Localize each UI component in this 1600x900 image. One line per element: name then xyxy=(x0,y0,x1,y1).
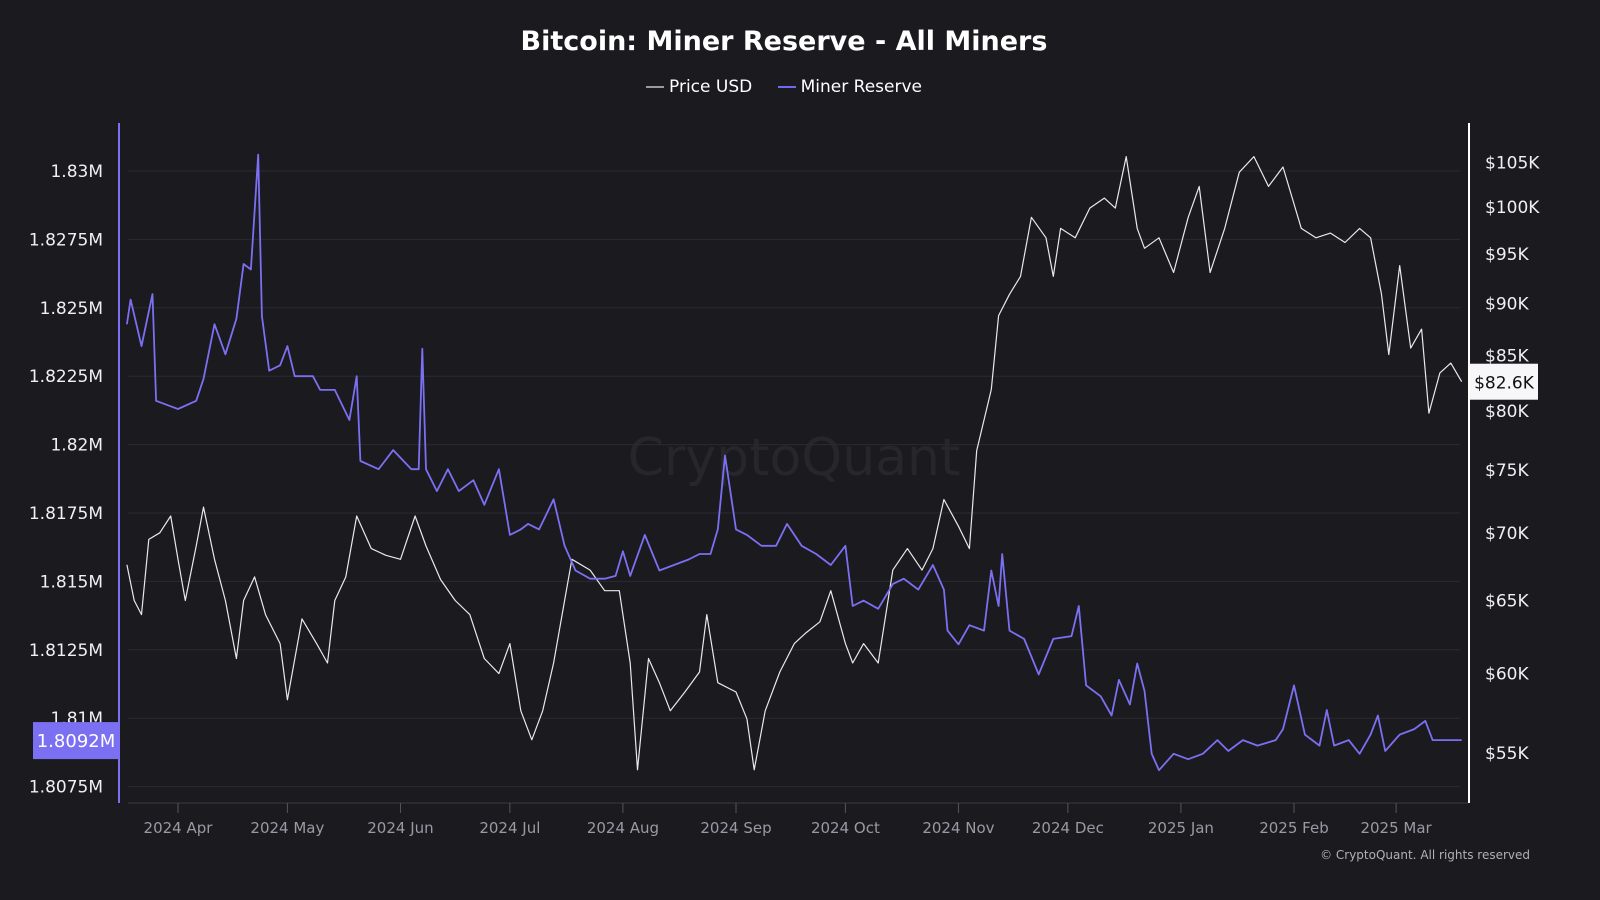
y-left-tick-label: 1.8125M xyxy=(29,641,103,661)
y-left-tick-label: 1.82M xyxy=(50,436,103,456)
x-tick-label: 2024 Nov xyxy=(922,819,994,837)
y-right-tick-label: $75K xyxy=(1485,461,1529,481)
current-price-label: $82.6K xyxy=(1474,374,1535,394)
y-right-tick-label: $90K xyxy=(1485,294,1529,314)
y-right-tick-label: $100K xyxy=(1485,198,1540,218)
legend-swatch-reserve xyxy=(777,86,796,88)
x-tick-label: 2024 Aug xyxy=(587,819,659,837)
y-right-tick-label: $95K xyxy=(1485,245,1529,265)
y-right-tick-label: $55K xyxy=(1485,744,1529,764)
x-tick-label: 2025 Mar xyxy=(1360,819,1432,837)
y-left-tick-label: 1.825M xyxy=(40,299,103,319)
current-price-badge xyxy=(1470,363,1538,400)
x-tick-label: 2024 May xyxy=(250,819,324,837)
grid xyxy=(128,170,1460,788)
legend-label-reserve: Miner Reserve xyxy=(800,77,922,97)
legend-swatch-price xyxy=(646,86,665,88)
miner-reserve-line xyxy=(126,153,1462,772)
y-right-tick-label: $65K xyxy=(1485,591,1529,611)
y-left-tick-label: 1.8275M xyxy=(29,230,103,250)
y-left-tick-label: 1.83M xyxy=(50,162,103,182)
y-right-tick-label: $105K xyxy=(1485,154,1540,174)
y-right-tick-label: $70K xyxy=(1485,524,1529,544)
y-right-tick-label: $60K xyxy=(1485,665,1529,685)
legend: Price USD Miner Reserve xyxy=(0,77,1568,97)
legend-item-price[interactable]: Price USD xyxy=(646,77,752,97)
y-left-tick-label: 1.8225M xyxy=(29,367,103,387)
watermark: CryptoQuant xyxy=(628,428,961,488)
current-reserve-label: 1.8092M xyxy=(37,731,116,752)
legend-label-price: Price USD xyxy=(669,77,753,97)
x-tick-label: 2024 Jul xyxy=(479,819,540,837)
copyright: © CryptoQuant. All rights reserved xyxy=(1320,848,1530,862)
x-tick-label: 2025 Jan xyxy=(1148,819,1214,837)
x-tick-label: 2024 Sep xyxy=(700,819,771,837)
series-lines xyxy=(126,153,1463,772)
price-usd-line xyxy=(126,156,1463,771)
x-tick-label: 2024 Jun xyxy=(367,819,433,837)
x-tick-label: 2024 Oct xyxy=(811,819,880,837)
y-right-tick-label: $85K xyxy=(1485,347,1529,367)
legend-item-reserve[interactable]: Miner Reserve xyxy=(777,77,922,97)
y-left-tick-label: 1.8075M xyxy=(29,778,103,798)
x-tick-label: 2025 Feb xyxy=(1259,819,1329,837)
y-right-tick-label: $80K xyxy=(1485,402,1529,422)
x-tick-label: 2024 Apr xyxy=(144,819,214,837)
axes: 1.83M 1.8275M 1.825M 1.8225M 1.82M 1.8175M 1.8… xyxy=(29,123,1540,837)
chart-title: Bitcoin: Miner Reserve - All Miners xyxy=(520,26,1048,57)
y-left-tick-label: 1.8175M xyxy=(29,504,103,524)
x-tick-label: 2024 Dec xyxy=(1032,819,1104,837)
y-left-tick-label: 1.815M xyxy=(40,572,103,592)
current-reserve-badge xyxy=(33,722,118,760)
